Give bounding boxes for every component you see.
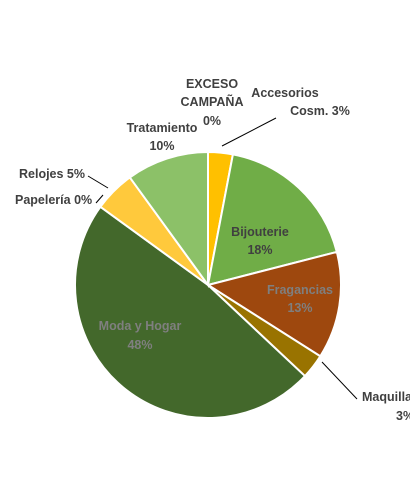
data-label-moda-y-hogar: Moda y Hogar 48% xyxy=(99,319,182,352)
pie-slices xyxy=(74,150,342,419)
data-label-relojes: Relojes 5% xyxy=(19,167,85,181)
leader-line-maquillaje xyxy=(321,361,358,400)
leader-line-relojes xyxy=(87,175,109,189)
leader-lines xyxy=(87,117,358,400)
pie-slice-tratamiento xyxy=(128,150,209,289)
data-label-fragancias: Fragancias 13% xyxy=(267,283,333,315)
data-label-exceso-campana: EXCESO CAMPAÑA 0% xyxy=(181,77,244,128)
pie-slice-bijouterie xyxy=(206,153,339,287)
data-label-tratamiento: Tratamiento 10% xyxy=(127,121,198,153)
data-label-maquillaje: Maquillaje3% xyxy=(362,390,410,423)
data-label-bijouterie: Bijouterie 18% xyxy=(231,225,289,257)
data-label-papeleria: Papelería 0% xyxy=(15,193,92,207)
data-label-accesorios-cosm: Accesorios Cosm. 3% xyxy=(251,86,350,118)
pie-slice-fragancias xyxy=(205,250,342,358)
leader-line-papeleria xyxy=(95,194,104,204)
leader-line-accesorios-cosm xyxy=(221,117,277,147)
data-labels: Accesorios Cosm. 3% Bijouterie 18% Fragancia… xyxy=(15,77,410,423)
pie-slice-moda-y-hogar xyxy=(74,205,307,419)
